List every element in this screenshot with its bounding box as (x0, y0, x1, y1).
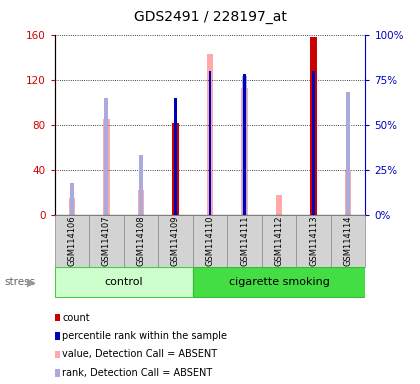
FancyBboxPatch shape (331, 215, 365, 267)
Text: GSM114108: GSM114108 (136, 216, 145, 266)
Bar (139, 156, 143, 215)
Text: percentile rank within the sample: percentile rank within the sample (62, 331, 227, 341)
Text: control: control (104, 277, 143, 287)
Bar (310, 37, 317, 215)
Text: ▶: ▶ (27, 277, 36, 287)
FancyBboxPatch shape (193, 215, 227, 267)
Bar (207, 54, 213, 215)
Text: count: count (62, 313, 90, 323)
Bar (243, 74, 246, 215)
Bar (209, 71, 211, 215)
Text: cigarette smoking: cigarette smoking (228, 277, 330, 287)
Text: stress: stress (4, 277, 35, 287)
FancyBboxPatch shape (227, 215, 262, 267)
Text: GSM114107: GSM114107 (102, 216, 111, 266)
Bar (70, 182, 74, 215)
Bar (172, 122, 178, 215)
Bar (104, 98, 108, 215)
Text: GSM114109: GSM114109 (171, 216, 180, 266)
FancyBboxPatch shape (158, 215, 193, 267)
Bar (241, 88, 248, 215)
Bar (174, 98, 177, 215)
Bar (312, 71, 315, 215)
Text: value, Detection Call = ABSENT: value, Detection Call = ABSENT (62, 349, 217, 359)
Bar (138, 190, 144, 215)
Text: GSM114106: GSM114106 (67, 216, 76, 266)
Text: rank, Detection Call = ABSENT: rank, Detection Call = ABSENT (62, 368, 213, 378)
FancyBboxPatch shape (262, 215, 296, 267)
Text: GSM114110: GSM114110 (205, 216, 215, 266)
FancyBboxPatch shape (297, 215, 331, 267)
Bar (242, 76, 247, 215)
Text: GSM114114: GSM114114 (344, 216, 353, 266)
FancyBboxPatch shape (55, 215, 89, 267)
Text: GSM114111: GSM114111 (240, 216, 249, 266)
Text: GSM114112: GSM114112 (275, 216, 284, 266)
Bar (345, 170, 351, 215)
Text: GSM114113: GSM114113 (309, 216, 318, 266)
Bar (346, 92, 350, 215)
Text: GDS2491 / 228197_at: GDS2491 / 228197_at (134, 10, 286, 23)
Bar (103, 119, 110, 215)
FancyBboxPatch shape (193, 268, 365, 297)
Bar (276, 195, 282, 215)
FancyBboxPatch shape (89, 215, 123, 267)
FancyBboxPatch shape (124, 215, 158, 267)
Bar (69, 198, 75, 215)
FancyBboxPatch shape (55, 268, 193, 297)
